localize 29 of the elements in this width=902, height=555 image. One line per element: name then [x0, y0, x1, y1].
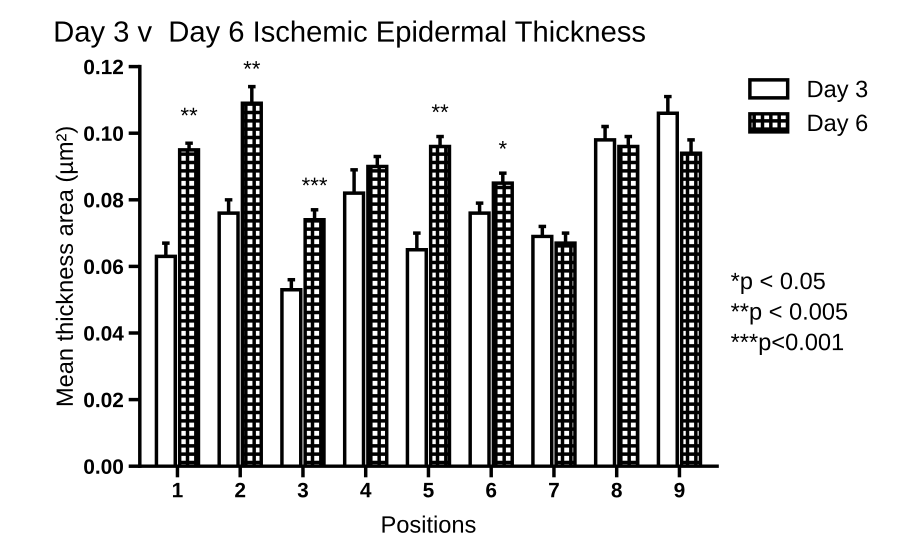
y-tick-label: 0.02 — [84, 392, 124, 408]
x-tick-label: 8 — [612, 482, 622, 498]
x-tick-label: 5 — [423, 482, 434, 498]
x-tick-label: 6 — [486, 482, 496, 498]
y-tick-label: 0.10 — [84, 126, 123, 141]
y-tick-label: 0.06 — [84, 259, 124, 274]
x-tick-label: 1 — [172, 482, 183, 498]
x-tick-label: 2 — [235, 482, 246, 498]
annotation: ** — [432, 104, 448, 112]
x-tick-label: 4 — [360, 482, 372, 498]
y-axis-title: Mean thickness area (µm²) — [56, 127, 78, 406]
chart-title: Day 3 v Day 6 Ischemic Epidermal Thickness — [56, 20, 645, 48]
x-tick-label: 9 — [674, 482, 684, 498]
legend-label: Day 3 — [808, 80, 868, 102]
legend-label: Day 6 — [808, 114, 868, 136]
annotation: ** — [180, 108, 198, 116]
x-axis-title: Positions — [382, 515, 476, 533]
y-tick-label: 0.08 — [84, 192, 124, 208]
x-tick-label: 3 — [298, 482, 308, 498]
y-tick-label: 0.04 — [84, 326, 124, 341]
y-tick-label: 0.00 — [84, 459, 123, 474]
annotation: *** — [302, 178, 328, 186]
text: ***p<0.001 — [731, 334, 844, 356]
annotation: * — [498, 141, 507, 149]
text: **p < 0.005 — [731, 303, 848, 324]
text: *p < 0.05 — [731, 272, 825, 294]
x-tick-label: 7 — [549, 482, 559, 498]
annotation: ** — [244, 61, 260, 69]
y-tick-label: 0.12 — [84, 60, 124, 74]
